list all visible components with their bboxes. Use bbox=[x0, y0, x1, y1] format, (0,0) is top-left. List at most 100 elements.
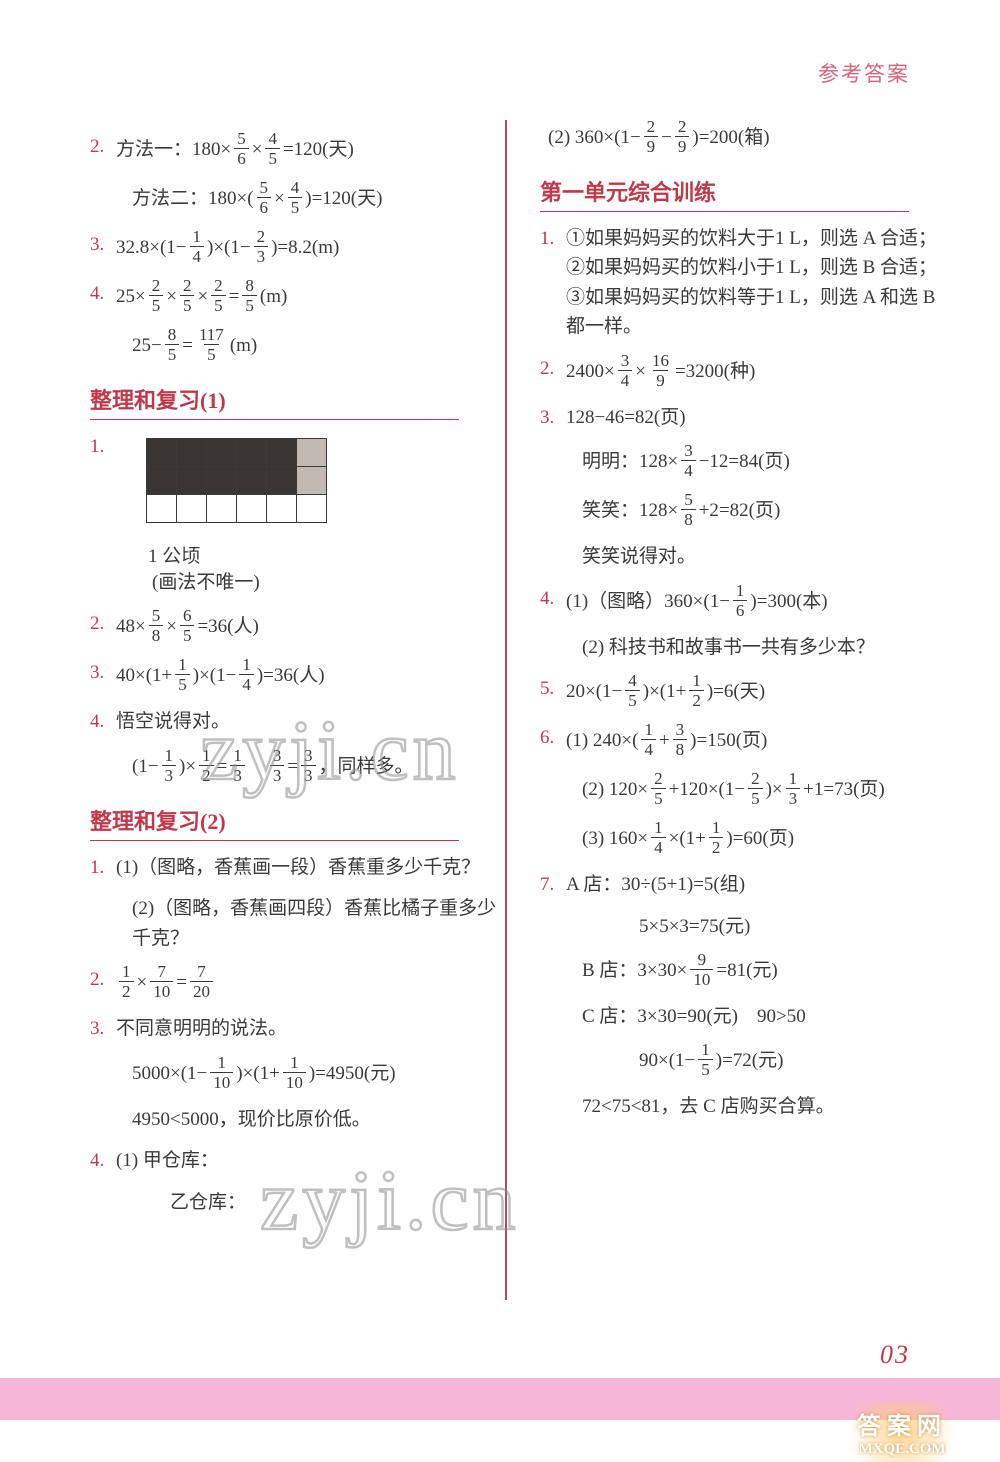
item-text: 128−46=82(页) bbox=[566, 403, 950, 432]
problem-item: 1.(1)（图略，香蕉画一段）香蕉重多少千克？ bbox=[90, 853, 500, 882]
item-number: 1. bbox=[90, 853, 116, 882]
fraction: 720 bbox=[190, 963, 213, 1000]
fraction: 16 bbox=[733, 582, 748, 619]
item-number: 4. bbox=[90, 279, 116, 308]
problem-item: 2.48×58×65=36(人) bbox=[90, 609, 500, 646]
problem-subline: (2) 360×(1−29−29)=200(箱) bbox=[548, 120, 950, 157]
problem-item: 2.2400×34×169=3200(种) bbox=[540, 354, 950, 391]
fraction: 56 bbox=[234, 130, 249, 167]
fraction: 34 bbox=[681, 442, 696, 479]
fraction: 33 bbox=[301, 747, 316, 784]
grid-cell bbox=[237, 439, 267, 467]
item-number: 3. bbox=[90, 1014, 116, 1043]
grid-caption: 1 公顷 bbox=[148, 541, 500, 568]
grid-cell bbox=[297, 467, 327, 495]
item-text: ①如果妈妈买的饮料大于1 L，则选 A 合适；②如果妈妈买的饮料小于1 L，则选… bbox=[566, 224, 950, 342]
fraction: 25 bbox=[180, 277, 195, 314]
fraction: 38 bbox=[673, 721, 688, 758]
fraction: 25 bbox=[651, 770, 666, 807]
badge-title: 答案网 bbox=[857, 1406, 947, 1441]
item-number: 1. bbox=[540, 224, 566, 253]
fraction: 110 bbox=[210, 1054, 233, 1091]
item-text: A 店：30÷(5+1)=5(组) bbox=[566, 870, 950, 899]
problem-item: 3.128−46=82(页) bbox=[540, 403, 950, 432]
grid-cell bbox=[297, 439, 327, 467]
item-text: 2400×34×169=3200(种) bbox=[566, 354, 950, 391]
fraction: 14 bbox=[190, 228, 205, 265]
problem-item: 4.(1)（图略）360×(1−16)=300(本) bbox=[540, 584, 950, 621]
fraction: 110 bbox=[283, 1054, 306, 1091]
fraction: 45 bbox=[625, 672, 640, 709]
grid-cell bbox=[147, 467, 177, 495]
item-number: 2. bbox=[90, 965, 116, 994]
problem-subline: 乙仓库： bbox=[132, 1188, 500, 1217]
problem-subline: (2) 科技书和故事书一共有多少本？ bbox=[582, 633, 950, 662]
grid-note: (画法不唯一) bbox=[152, 568, 500, 597]
fraction: 25 bbox=[748, 770, 763, 807]
fraction: 14 bbox=[239, 656, 254, 693]
grid-cell bbox=[267, 439, 297, 467]
problem-item: 2.方法一：180×56×45=120(天) bbox=[90, 132, 500, 169]
problem-item: 3.32.8×(1−14)×(1−23)=8.2(m) bbox=[90, 230, 500, 267]
problem-subline: 5000×(1−110)×(1+110)=4950(元) bbox=[132, 1056, 500, 1093]
fraction: 33 bbox=[270, 747, 285, 784]
fraction: 710 bbox=[150, 963, 173, 1000]
problem-subline: 90×(1−15)=72(元) bbox=[582, 1043, 950, 1080]
problem-item: 3.40×(1+15)×(1−14)=36(人) bbox=[90, 658, 500, 695]
item-text: (1) 240×(14+38)=150(页) bbox=[566, 723, 950, 760]
fraction: 169 bbox=[649, 352, 672, 389]
problem-subline: 方法二：180×(56×45)=120(天) bbox=[132, 181, 500, 218]
grid-cell bbox=[207, 495, 237, 523]
problem-subline: 笑笑：128×58+2=82(页) bbox=[582, 493, 950, 530]
problem-item: 3.不同意明明的说法。 bbox=[90, 1014, 500, 1043]
item-text: (1)（图略，香蕉画一段）香蕉重多少千克？ bbox=[116, 853, 500, 882]
fraction: 25 bbox=[149, 277, 164, 314]
fraction: 12 bbox=[709, 819, 724, 856]
problem-subline: (2) 120×25+120×(1−25)×13+1=73(页) bbox=[582, 772, 950, 809]
item-text: 40×(1+15)×(1−14)=36(人) bbox=[116, 658, 500, 695]
grid-cell bbox=[147, 495, 177, 523]
fraction: 29 bbox=[675, 118, 690, 155]
problem-item: 4.(1) 甲仓库： bbox=[90, 1146, 500, 1175]
item-text: 12×710=720 bbox=[116, 965, 500, 1002]
item-text: (1)（图略）360×(1−16)=300(本) bbox=[566, 584, 950, 621]
item-number: 4. bbox=[90, 1146, 116, 1175]
problem-subline: 明明：128×34−12=84(页) bbox=[582, 444, 950, 481]
problem-item: 6.(1) 240×(14+38)=150(页) bbox=[540, 723, 950, 760]
column-divider bbox=[505, 120, 507, 1300]
problem-subline: (3) 160×14×(1+12)=60(页) bbox=[582, 821, 950, 858]
fraction: 12 bbox=[199, 747, 214, 784]
problem-item: 4.悟空说得对。 bbox=[90, 707, 500, 736]
fraction: 58 bbox=[681, 491, 696, 528]
grid-cell bbox=[177, 467, 207, 495]
fraction: 12 bbox=[689, 672, 704, 709]
item-number: 2. bbox=[90, 132, 116, 161]
item-number: 3. bbox=[540, 403, 566, 432]
item-text: 48×58×65=36(人) bbox=[116, 609, 500, 646]
grid-cell bbox=[297, 495, 327, 523]
fraction: 15 bbox=[698, 1041, 713, 1078]
problem-subline: (1−13)×12=13 33=33，同样多。 bbox=[132, 749, 500, 786]
answer-badge: 答案网 MXQE.COM bbox=[832, 1402, 972, 1462]
fraction: 58 bbox=[149, 607, 164, 644]
grid-cell bbox=[177, 439, 207, 467]
page-header: 参考答案 bbox=[818, 58, 910, 88]
fraction: 45 bbox=[265, 130, 280, 167]
problem-subline: B 店：3×30×910=81(元) bbox=[582, 953, 950, 990]
problem-subline: 笑笑说得对。 bbox=[582, 542, 950, 571]
left-column: 2.方法一：180×56×45=120(天)方法二：180×(56×45)=12… bbox=[90, 120, 500, 1229]
fraction: 15 bbox=[175, 656, 190, 693]
fraction: 13 bbox=[230, 747, 245, 784]
problem-item: 7.A 店：30÷(5+1)=5(组) bbox=[540, 870, 950, 899]
problem-item: 2.12×710=720 bbox=[90, 965, 500, 1002]
item-text: 方法一：180×56×45=120(天) bbox=[116, 132, 500, 169]
grid-cell bbox=[267, 495, 297, 523]
fraction: 45 bbox=[288, 179, 303, 216]
grid-cell bbox=[237, 467, 267, 495]
right-column: (2) 360×(1−29−29)=200(箱) 第一单元综合训练 1.①如果妈… bbox=[540, 120, 950, 1229]
fraction: 29 bbox=[644, 118, 659, 155]
grid-cell bbox=[237, 495, 267, 523]
problem-item: 4.25×25×25×25=85(m) bbox=[90, 279, 500, 316]
problem-subline: (2)（图略，香蕉画四段）香蕉比橘子重多少千克？ bbox=[132, 894, 500, 953]
fraction: 34 bbox=[618, 352, 633, 389]
